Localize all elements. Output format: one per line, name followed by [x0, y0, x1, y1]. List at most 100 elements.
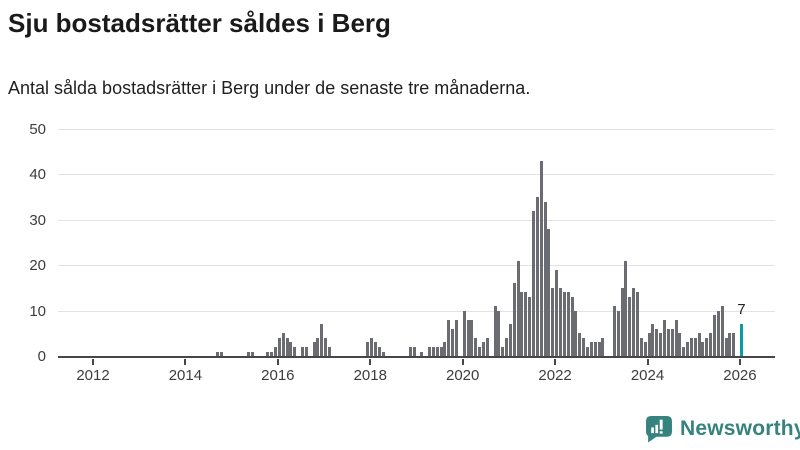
- gridline: [58, 174, 775, 176]
- newsworthy-logo: Newsworthy: [645, 415, 800, 443]
- bar: [674, 319, 678, 356]
- bar: [493, 306, 497, 356]
- bar: [300, 346, 304, 356]
- x-tick-mark: [554, 359, 557, 365]
- bar: [466, 319, 470, 356]
- y-tick-label: 20: [29, 257, 46, 275]
- bar: [543, 201, 547, 356]
- bar: [539, 160, 543, 356]
- bar: [728, 333, 732, 356]
- gridline: [58, 265, 775, 267]
- x-axis-labels: 2012 2014 2016 2018 2020 2022 2024 2026: [58, 358, 798, 392]
- bar: [505, 337, 508, 356]
- bar: [628, 297, 632, 356]
- bar: [585, 346, 589, 356]
- bar: [374, 342, 378, 356]
- highlight-value-label: 7: [737, 301, 746, 319]
- bar: [327, 346, 331, 356]
- chart-subtitle: Antal sålda bostadsrätter i Berg under d…: [8, 78, 531, 98]
- x-tick-mark: [276, 359, 279, 365]
- bar: [697, 333, 701, 356]
- newsworthy-logo-text: Newsworthy: [680, 417, 800, 440]
- x-tick-label: 2012: [76, 367, 110, 384]
- bar: [559, 287, 562, 356]
- y-tick-label: 0: [37, 348, 46, 365]
- bar: [497, 310, 501, 356]
- bar: [724, 337, 728, 356]
- bar: [659, 333, 663, 356]
- bar: [682, 346, 686, 356]
- bar: [277, 337, 281, 356]
- bar: [566, 292, 570, 356]
- bar: [435, 346, 439, 356]
- bar: [570, 297, 574, 356]
- bar: [520, 292, 524, 356]
- bar: [439, 346, 443, 356]
- bar: [547, 228, 551, 356]
- bar: [381, 351, 385, 356]
- bar: [578, 333, 582, 356]
- bar: [501, 346, 505, 356]
- x-tick-label: 2016: [261, 367, 295, 384]
- bar: [420, 351, 424, 356]
- x-tick-mark: [461, 359, 464, 365]
- newsworthy-bubble-chart-icon: [646, 416, 672, 443]
- bar: [266, 351, 270, 356]
- bar: [512, 283, 516, 356]
- gridline: [58, 310, 775, 312]
- bar: [470, 319, 474, 356]
- bar: [655, 328, 659, 356]
- gridline: [58, 129, 775, 130]
- x-tick-label: 2026: [723, 367, 757, 384]
- bar: [532, 210, 535, 356]
- x-tick-label: 2020: [445, 367, 480, 384]
- bar: [220, 351, 224, 356]
- bar: [451, 328, 455, 356]
- bar: [516, 260, 520, 356]
- bar: [485, 337, 489, 356]
- bar: [713, 315, 716, 356]
- bar: [686, 342, 689, 356]
- bar: [408, 346, 412, 356]
- bar: [662, 319, 666, 356]
- bar: [285, 337, 289, 356]
- bar: [455, 319, 458, 356]
- bar: [535, 197, 539, 356]
- bar: [624, 260, 628, 356]
- bar: [612, 306, 616, 356]
- bar: [312, 342, 316, 356]
- bar: [216, 351, 220, 356]
- bar: [366, 342, 370, 356]
- bar: [639, 337, 643, 356]
- bar: [643, 342, 647, 356]
- bar: [281, 333, 285, 356]
- y-tick-label: 50: [29, 121, 46, 138]
- x-axis-line: [58, 356, 775, 358]
- x-tick-label: 2018: [353, 367, 387, 384]
- y-axis-labels: 0 10 20 30 40 50: [0, 121, 50, 365]
- bar: [689, 337, 693, 356]
- bar: [555, 269, 559, 356]
- bar: [508, 324, 512, 356]
- y-tick-label: 40: [29, 166, 46, 184]
- x-tick-mark: [646, 359, 649, 365]
- bar: [589, 342, 593, 356]
- bar: [620, 287, 624, 356]
- bar: [701, 342, 705, 356]
- x-tick-label: 2024: [630, 367, 665, 384]
- bar: [293, 346, 297, 356]
- bar: [720, 306, 724, 356]
- bar: [431, 346, 435, 356]
- bar: [478, 346, 482, 356]
- bar: [732, 333, 736, 356]
- bar: [462, 310, 466, 356]
- bar: [616, 310, 620, 356]
- bar: [670, 328, 674, 356]
- bar: [632, 287, 636, 356]
- bar: [666, 328, 670, 356]
- y-tick-label: 30: [29, 211, 46, 229]
- bar: [289, 342, 293, 356]
- x-tick-label: 2022: [538, 367, 572, 384]
- bar: [304, 346, 308, 356]
- bar: [320, 324, 324, 356]
